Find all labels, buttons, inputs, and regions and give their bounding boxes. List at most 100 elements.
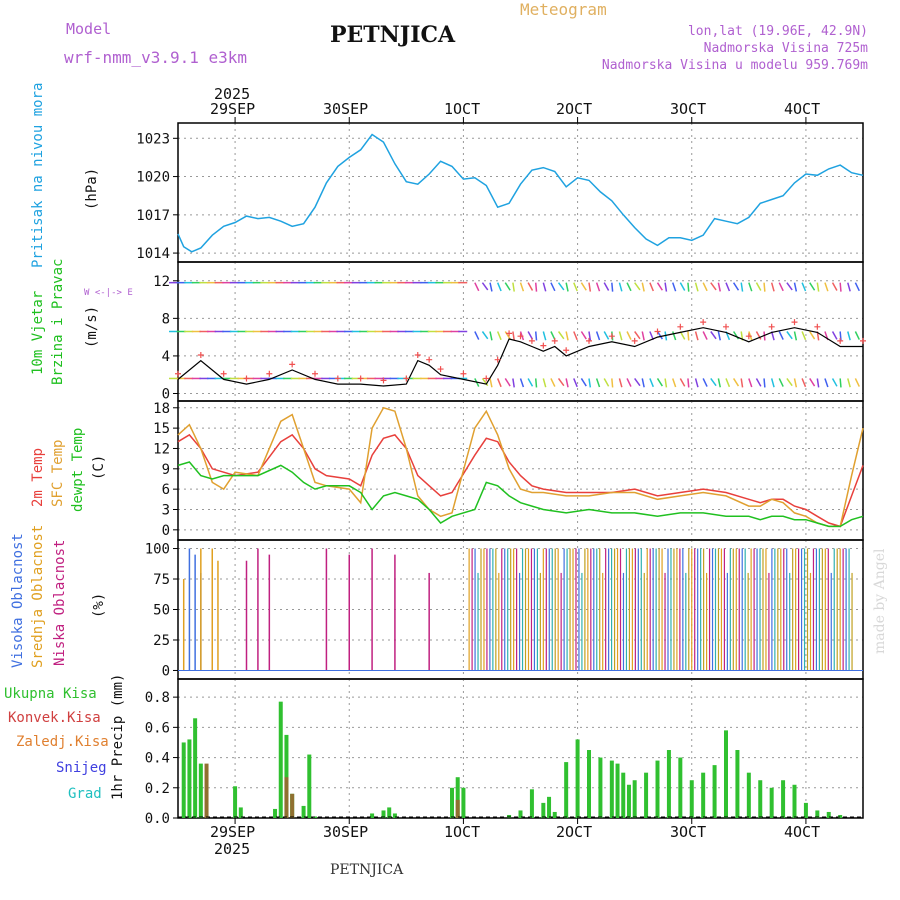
wind-arrow-0-71 bbox=[717, 282, 721, 292]
wind-arrow-2-77 bbox=[763, 378, 766, 388]
wind-arrow-1-53 bbox=[580, 331, 587, 340]
precip-total-bar-22 bbox=[518, 810, 523, 818]
precip-total-bar-3 bbox=[198, 763, 203, 818]
watermark: made by Angel bbox=[872, 548, 888, 655]
precip-total-bar-48 bbox=[781, 780, 786, 818]
precip-total-bar-5 bbox=[233, 786, 238, 818]
wind-arrow-1-76 bbox=[755, 331, 762, 340]
precip-total-bar-18 bbox=[450, 787, 454, 818]
ytick-label-0-3: 1023 bbox=[136, 131, 170, 147]
day-top-1: 30SEP bbox=[323, 100, 369, 118]
wind-arrow-0-68 bbox=[694, 282, 699, 292]
wind-arrow-2-84 bbox=[816, 378, 820, 388]
wind-arrow-2-45 bbox=[519, 378, 525, 388]
ytick-label-1-1: 4 bbox=[162, 349, 170, 365]
precip-total-bar-12 bbox=[307, 754, 312, 818]
day-top-2: 1OCT bbox=[444, 100, 481, 118]
wind-gust-mark-7 bbox=[334, 375, 341, 382]
wind-arrow-2-52 bbox=[573, 378, 578, 388]
wind-arrow-0-66 bbox=[679, 282, 686, 291]
precip-total-bar-31 bbox=[609, 760, 614, 818]
pressure-line bbox=[177, 133, 864, 253]
wind-arrow-2-44 bbox=[512, 378, 515, 388]
wind-arrow-2-56 bbox=[603, 378, 610, 387]
precip-legend-frozen: Zaledj.Kisa bbox=[16, 734, 109, 750]
wind-arrow-2-42 bbox=[496, 378, 502, 388]
wind-arrow-0-51 bbox=[565, 282, 569, 292]
wind-arrow-2-61 bbox=[641, 378, 645, 388]
precip-conv-bar-0 bbox=[204, 763, 209, 818]
wind-arrow-2-54 bbox=[588, 378, 592, 388]
wind-arrow-2-43 bbox=[504, 378, 511, 387]
wind-unit: (m/s) bbox=[84, 305, 100, 348]
precip-legend-total: Ukupna Kisa bbox=[4, 686, 97, 702]
precip-total-bar-34 bbox=[626, 784, 631, 818]
wind-arrow-1-42 bbox=[496, 331, 502, 341]
wind-arrow-1-47 bbox=[534, 331, 538, 341]
dewpt-line bbox=[177, 461, 864, 528]
precip-total-bar-9 bbox=[284, 734, 289, 818]
wind-arrow-2-41 bbox=[489, 378, 493, 388]
wind-gust-mark-16 bbox=[494, 356, 501, 363]
precip-total-bar-28 bbox=[575, 739, 580, 818]
wind-arrow-1-55 bbox=[595, 331, 601, 341]
precip-total-bar-29 bbox=[587, 750, 591, 818]
wind-arrow-0-75 bbox=[748, 282, 753, 292]
wind-arrow-1-68 bbox=[694, 331, 699, 341]
precip-total-bar-46 bbox=[758, 780, 763, 818]
wind-arrow-0-70 bbox=[710, 282, 717, 291]
precip-total-bar-24 bbox=[541, 802, 546, 818]
precip-legend-hail: Grad bbox=[68, 786, 102, 802]
wind-arrow-2-64 bbox=[664, 378, 668, 388]
wind-arrow-0-62 bbox=[649, 282, 654, 292]
wind-arrow-2-89 bbox=[854, 378, 860, 387]
precip-total-bar-45 bbox=[746, 772, 751, 818]
wind-arrow-0-76 bbox=[755, 282, 762, 291]
precip-legend-snow: Snijeg bbox=[56, 760, 107, 776]
ytick-label-1-2: 8 bbox=[162, 311, 170, 327]
wind-gust-mark-19 bbox=[528, 337, 535, 344]
wind-gust-mark-34 bbox=[837, 337, 844, 344]
precip-total-bar-25 bbox=[547, 796, 552, 818]
wind-gust-mark-9 bbox=[380, 377, 387, 384]
wind-arrow-0-67 bbox=[687, 282, 690, 292]
wind-gust-mark-17 bbox=[506, 330, 513, 337]
wind-arrow-0-83 bbox=[809, 282, 816, 291]
wind-gust-mark-18 bbox=[517, 333, 524, 340]
wind-gust-mark-6 bbox=[312, 370, 318, 377]
wind-arrow-2-51 bbox=[565, 378, 569, 388]
model-name: wrf-nmm_v3.9.1 e3km bbox=[64, 48, 248, 67]
wind-gust-mark-12 bbox=[426, 356, 433, 363]
precip-total-bar-38 bbox=[666, 750, 671, 818]
cloud-label-3: Niska Oblacnost bbox=[52, 539, 68, 666]
wind-arrow-0-58 bbox=[618, 282, 623, 292]
wind-arrow-0-61 bbox=[641, 282, 645, 292]
wind-arrow-0-89 bbox=[854, 282, 860, 292]
wind-arrow-2-88 bbox=[847, 378, 851, 388]
wind-arrow-2-79 bbox=[778, 378, 784, 387]
wind-gust-mark-20 bbox=[540, 342, 547, 349]
wind-arrow-2-73 bbox=[732, 378, 740, 387]
wind-gust-mark-14 bbox=[460, 370, 467, 377]
wind-arrow-2-71 bbox=[717, 378, 721, 388]
cloud-label-2: Srednja Oblacnost bbox=[30, 524, 46, 668]
wind-arrow-0-48 bbox=[542, 282, 547, 292]
wind-arrow-0-60 bbox=[634, 282, 641, 291]
precip-total-bar-39 bbox=[678, 757, 683, 818]
temp-label-3: dewpt Temp bbox=[70, 427, 86, 512]
wind-arrow-1-69 bbox=[702, 331, 708, 340]
wind-arrow-2-87 bbox=[839, 378, 842, 388]
ytick-label-2-3: 9 bbox=[162, 462, 170, 478]
wind-arrow-1-63 bbox=[656, 331, 663, 340]
precip-total-bar-37 bbox=[655, 760, 660, 818]
wind-gust-mark-11 bbox=[414, 351, 421, 358]
wind-arrow-2-59 bbox=[626, 378, 632, 387]
wind-gust-mark-31 bbox=[768, 323, 775, 330]
ytick-label-4-0: 0.0 bbox=[145, 811, 170, 827]
station-title: PETNJICA bbox=[330, 22, 456, 48]
day-bottom-1: 30SEP bbox=[323, 823, 369, 841]
wind-arrow-1-83 bbox=[809, 331, 816, 340]
wind-arrow-2-86 bbox=[831, 378, 838, 387]
wind-gust-mark-10 bbox=[403, 375, 410, 382]
precip-total-bar-7 bbox=[273, 808, 278, 818]
